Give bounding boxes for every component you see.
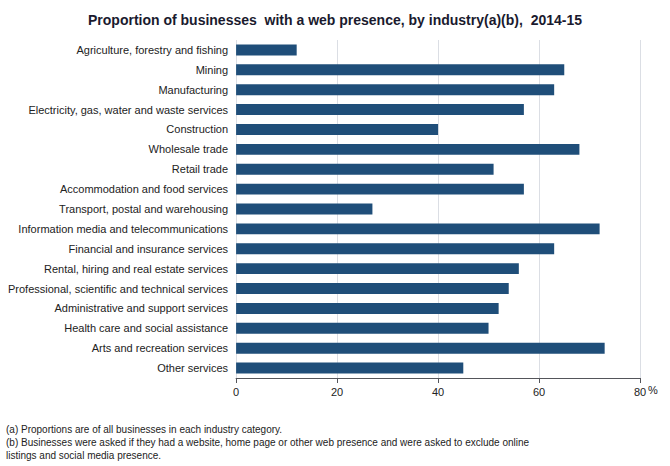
svg-text:80: 80	[634, 386, 646, 398]
svg-text:Professional, scientific and t: Professional, scientific and technical s…	[8, 283, 229, 295]
svg-text:Wholesale trade: Wholesale trade	[149, 143, 229, 155]
svg-text:Accommodation and food service: Accommodation and food services	[60, 183, 229, 195]
svg-text:Retail trade: Retail trade	[172, 163, 228, 175]
svg-text:Rental, hiring and real estate: Rental, hiring and real estate services	[44, 263, 229, 275]
svg-text:Arts and recreation services: Arts and recreation services	[92, 342, 229, 354]
svg-text:Information media and telecomm: Information media and telecommunications	[18, 223, 228, 235]
svg-text:Manufacturing: Manufacturing	[158, 84, 228, 96]
svg-text:%: %	[648, 384, 658, 396]
svg-text:0: 0	[233, 386, 239, 398]
svg-text:Mining: Mining	[196, 64, 228, 76]
svg-text:40: 40	[432, 386, 444, 398]
svg-text:Construction: Construction	[166, 123, 228, 135]
svg-text:Proportion of businesses with: Proportion of businesses with a web pres…	[88, 12, 582, 28]
svg-text:Health care and social assista: Health care and social assistance	[64, 322, 228, 334]
svg-text:60: 60	[533, 386, 545, 398]
svg-text:(a) Proportions are of all bus: (a) Proportions are of all businesses in…	[6, 424, 282, 435]
svg-text:Other services: Other services	[157, 362, 228, 374]
svg-text:Financial and insurance servic: Financial and insurance services	[69, 243, 229, 255]
svg-text:(b) Businesses were asked if t: (b) Businesses were asked if they had a …	[6, 437, 530, 448]
svg-text:listings and social media pres: listings and social media presence.	[6, 450, 161, 461]
svg-text:Agriculture, forestry and fish: Agriculture, forestry and fishing	[76, 44, 228, 56]
svg-text:Transport, postal and warehous: Transport, postal and warehousing	[59, 203, 228, 215]
svg-text:Administrative and support ser: Administrative and support services	[54, 302, 228, 314]
svg-text:Electricity, gas, water and wa: Electricity, gas, water and waste servic…	[28, 104, 228, 116]
svg-text:20: 20	[331, 386, 343, 398]
